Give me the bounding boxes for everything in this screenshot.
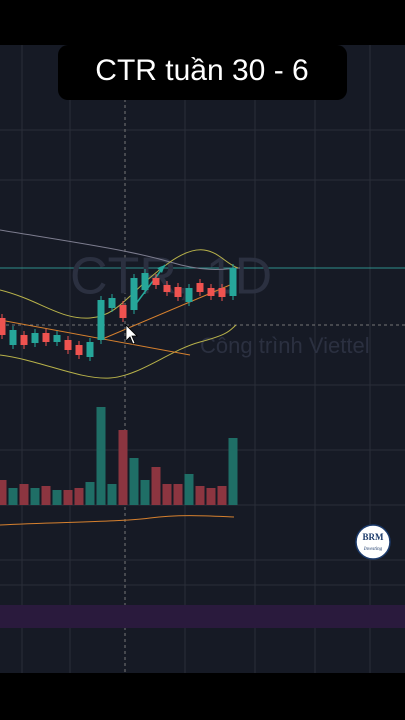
candle — [141, 273, 149, 290]
bollinger-upper — [0, 249, 239, 319]
volume-bar — [162, 484, 172, 505]
volume-bar — [0, 480, 7, 505]
watermark-symbol: CTR, 1D — [70, 248, 272, 306]
title-pill — [58, 45, 347, 100]
volume-bar — [96, 407, 106, 505]
volume-bar — [151, 467, 161, 505]
volume-bar — [74, 488, 84, 505]
candle — [31, 333, 39, 343]
arrow-head — [157, 265, 165, 273]
candle — [108, 298, 116, 308]
candle — [218, 288, 226, 297]
candle — [163, 285, 171, 292]
arrow — [134, 264, 166, 306]
volume-bar — [118, 430, 128, 505]
title: CTR tuần 30 - 6 — [95, 54, 308, 87]
logo — [355, 524, 391, 560]
candle — [185, 288, 193, 302]
volume-bar — [195, 486, 205, 505]
volume-bar — [30, 488, 40, 505]
candle — [152, 278, 160, 285]
candle — [229, 268, 237, 296]
volume-bar — [129, 458, 139, 505]
cursor — [125, 324, 138, 345]
volume-bar — [85, 482, 95, 505]
watermark-company: Công trình Viettel — [200, 333, 370, 358]
volume-average — [0, 515, 235, 526]
logo-name: BRM — [363, 532, 385, 542]
candle — [75, 345, 83, 355]
candle — [9, 330, 17, 345]
moving-average — [0, 229, 241, 270]
candle — [86, 342, 94, 357]
candle — [207, 288, 215, 296]
volume-bar — [19, 484, 29, 505]
volume-bar — [41, 486, 51, 505]
volume-bar — [8, 488, 18, 505]
volume-bar — [140, 480, 150, 505]
candle — [119, 305, 127, 318]
candle — [20, 335, 28, 345]
indicator-band — [0, 605, 405, 628]
logo-tagline: Investing — [363, 547, 383, 552]
volume-bar — [206, 488, 216, 505]
candle — [0, 318, 6, 335]
volume-bar — [52, 490, 62, 505]
trend-line — [0, 319, 191, 356]
volume — [0, 407, 238, 505]
volume-bar — [173, 484, 183, 505]
candle — [53, 335, 61, 342]
candle — [42, 333, 50, 342]
candle — [196, 283, 204, 292]
volume-bar — [63, 490, 73, 505]
candle — [174, 287, 182, 297]
candle — [130, 278, 138, 310]
volume-bar — [217, 486, 227, 505]
volume-bar — [184, 474, 194, 505]
chart-area — [0, 45, 405, 673]
candles — [0, 264, 237, 361]
volume-bar — [228, 438, 238, 505]
candle — [97, 300, 105, 340]
candle — [64, 340, 72, 350]
volume-bar — [107, 484, 117, 505]
bollinger-lower — [0, 324, 237, 379]
